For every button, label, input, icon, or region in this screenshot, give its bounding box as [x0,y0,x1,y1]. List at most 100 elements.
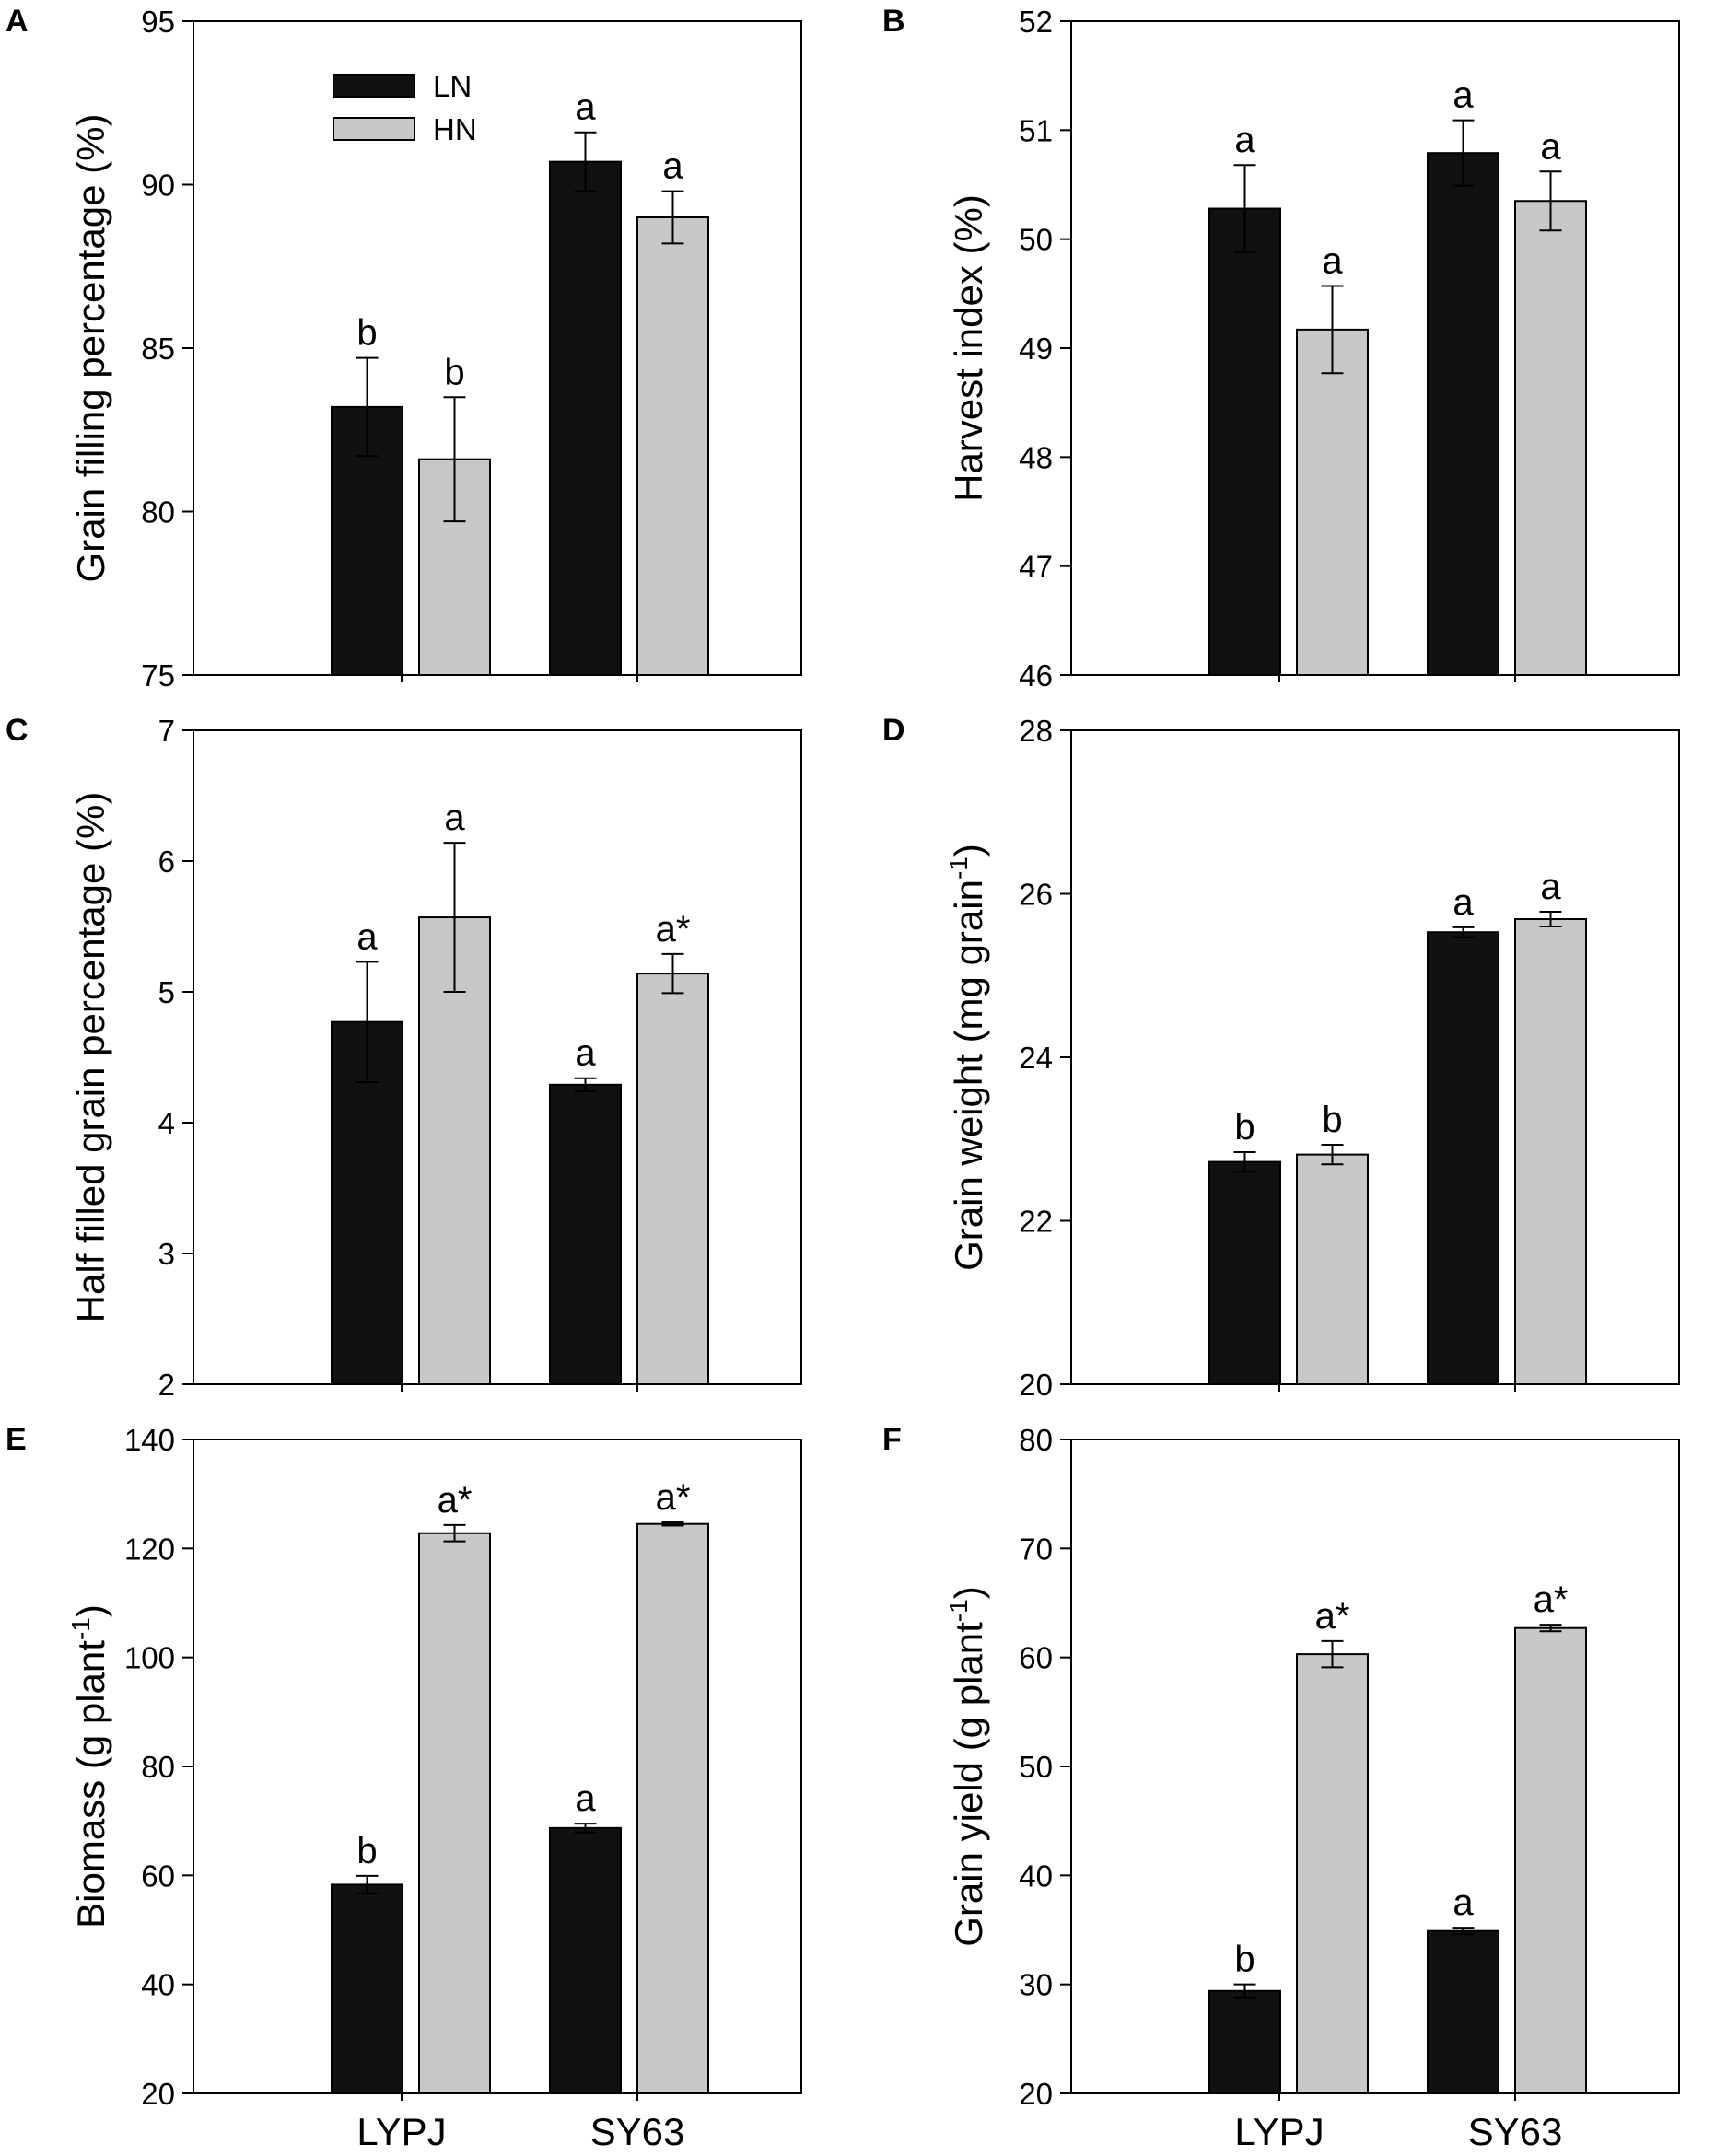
y-tick-label: 80 [141,1750,175,1784]
y-axis-title: Grain yield (g plant-1) [944,1586,990,1946]
bar-hn-lypj [418,916,491,1385]
significance-label: a [1540,126,1561,167]
bar-ln-sy63 [549,1826,622,2094]
y-tick-label: 95 [141,5,175,39]
y-axis-title-text: Half filled grain percentage (%) [69,792,112,1323]
y-axis-title: Harvest index (%) [947,194,990,502]
significance-label: a [1540,867,1561,907]
y-axis-title: Grain weight (mg grain-1) [944,844,990,1271]
bar-hn-sy63 [636,216,709,676]
significance-label: a [1234,120,1255,160]
x-category-label: SY63 [1468,2110,1563,2153]
y-tick-label: 20 [141,2077,175,2111]
y-tick-label: 49 [1019,332,1053,366]
bar-ln-lypj [1208,1160,1281,1385]
significance-label: a [1453,76,1474,116]
y-tick-label: 60 [141,1859,175,1893]
plot-frame [193,20,802,676]
y-tick-label: 50 [1019,1750,1053,1784]
y-tick-label: 24 [1019,1041,1053,1075]
significance-label: b [1322,1100,1342,1140]
y-tick-label: 28 [1019,714,1053,748]
y-tick-label: 47 [1019,550,1053,584]
bar-ln-sy63 [1427,1929,1499,2095]
x-category-label: SY63 [590,2110,685,2153]
bar-hn-sy63 [636,973,709,1385]
significance-label: a [662,146,683,187]
y-tick-label: 26 [1019,878,1053,912]
significance-label: a [575,1778,596,1819]
x-category-label: LYPJ [1234,2110,1324,2153]
panel-b: Ba a a a 46 47 48 49 50 51 52 Harvest index (%) [882,4,1680,693]
y-tick-label: 75 [141,658,175,693]
y-tick-label: 80 [1019,1423,1053,1457]
y-tick-label: 40 [141,1968,175,2002]
y-tick-label: 70 [1019,1532,1053,1566]
significance-label: a [1453,882,1474,923]
y-axis-title: Biomass (g plant-1) [66,1604,112,1929]
y-tick-label: 80 [141,495,175,530]
y-tick-label: 40 [1019,1859,1053,1893]
y-tick-label: 6 [158,845,175,879]
y-tick-label: 5 [158,975,175,1009]
significance-label: a* [438,1480,473,1521]
panel-letter: B [882,4,905,39]
y-tick-label: 3 [158,1237,175,1271]
y-tick-label: 30 [1019,1968,1053,2002]
y-axis-title-text: Harvest index (%) [947,194,990,502]
bar-hn-lypj [1296,1153,1369,1386]
panel-c: Ca a a a* 2 3 4 5 6 7 Half filled grain percentage… [6,713,802,1402]
y-tick-label: 4 [158,1106,175,1140]
bar-hn-lypj [418,1532,491,2095]
bar-ln-lypj [331,1883,403,2095]
legend: LN HN [333,69,477,146]
y-tick-label: 120 [124,1532,175,1566]
plot-frame [193,729,802,1385]
y-axis-title-text: Biomass (g plant [69,1640,112,1929]
y-tick-label: 22 [1019,1205,1053,1239]
significance-label: b [356,1831,377,1871]
panel-letter: D [882,713,905,748]
plot-frame [1070,20,1680,676]
panel-letter: C [6,713,29,748]
significance-label: a* [656,909,691,950]
significance-label: b [1234,1940,1254,1980]
y-axis-title-text: Grain filling percentage (%) [69,114,112,583]
plot-frame [193,1439,802,2094]
y-tick-label: 90 [141,169,175,203]
panel-e: Eb a a* a* 20 40 60 80 100 120 140 LYPJ SY63 Biomass … [6,1422,802,2153]
significance-label: a [444,798,465,838]
significance-label: b [444,352,464,392]
y-tick-label: 20 [1019,1368,1053,1402]
significance-label: a [356,916,378,957]
y-axis-title-end: ) [947,844,990,857]
significance-label: a* [1315,1596,1350,1637]
plot-frame [1070,729,1680,1385]
bar-hn-sy63 [636,1522,709,2095]
bar-ln-sy63 [1427,931,1499,1386]
y-tick-label: 100 [124,1641,175,1675]
y-tick-label: 2 [158,1368,175,1402]
significance-label: b [356,313,377,354]
significance-label: b [1234,1107,1254,1148]
y-tick-label: 50 [1019,223,1053,257]
panel-d: Db a b a 20 22 24 26 28 Grain weight (mg grain-1) [882,713,1680,1402]
panel-letter: F [882,1422,902,1457]
bar-hn-sy63 [1514,1626,1587,2094]
y-axis-title-superscript: -1 [66,1617,95,1640]
y-tick-label: 85 [141,332,175,366]
y-tick-label: 46 [1019,658,1053,693]
y-axis-title-superscript: -1 [944,857,973,880]
significance-label: a [1453,1882,1474,1923]
bar-ln-sy63 [549,1083,622,1385]
significance-label: a [575,1033,596,1074]
y-axis-title: Grain filling percentage (%) [69,114,112,583]
panel-letter: E [6,1422,27,1457]
plot-frame [1070,1439,1680,2094]
y-axis-title: Half filled grain percentage (%) [69,792,112,1323]
y-tick-label: 52 [1019,5,1053,39]
y-tick-label: 20 [1019,2077,1053,2111]
bar-hn-sy63 [1514,918,1587,1385]
y-axis-title-text: Grain yield (g plant [947,1622,990,1947]
y-axis-title-superscript: -1 [944,1599,973,1622]
